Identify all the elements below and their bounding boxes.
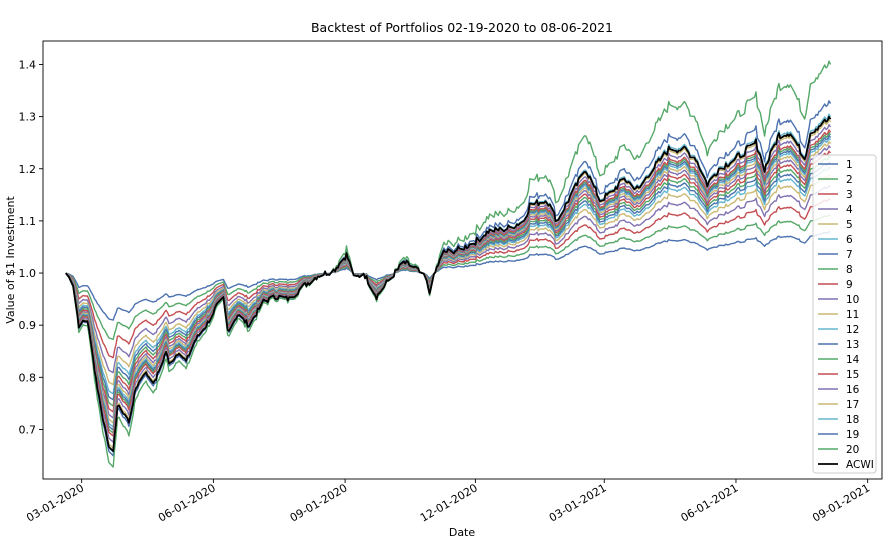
legend-label: ACWI <box>846 459 874 471</box>
y-axis: 0.7 0.8 0.9 1.0 1.1 1.2 1.3 1.4 <box>19 58 43 436</box>
legend-label: 5 <box>846 219 853 231</box>
chart-title: Backtest of Portfolios 02-19-2020 to 08-… <box>311 20 613 35</box>
legend-label: 18 <box>846 414 859 426</box>
legend-label: 2 <box>846 174 853 186</box>
legend-label: 7 <box>846 249 853 261</box>
y-tick-label: 1.0 <box>19 267 37 280</box>
y-tick-label: 0.8 <box>19 371 37 384</box>
legend-label: 11 <box>846 309 859 321</box>
legend-label: 20 <box>846 444 859 456</box>
legend-label: 12 <box>846 324 859 336</box>
y-tick-label: 1.2 <box>19 163 37 176</box>
y-tick-label: 1.1 <box>19 215 37 228</box>
legend-label: 6 <box>846 234 853 246</box>
legend-label: 19 <box>846 429 859 441</box>
series-layer <box>65 60 832 468</box>
legend-label: 4 <box>846 204 853 216</box>
y-tick-label: 0.9 <box>19 319 37 332</box>
legend-label: 15 <box>846 369 859 381</box>
x-axis-label: Date <box>449 526 476 539</box>
legend-label: 17 <box>846 399 859 411</box>
plot-frame <box>42 40 883 480</box>
series-line-1 <box>65 231 831 321</box>
y-tick-label: 1.3 <box>19 111 37 124</box>
legend-label: 8 <box>846 264 853 276</box>
series-line-acwi <box>65 115 832 452</box>
y-tick-label: 0.7 <box>19 423 37 436</box>
legend-label: 14 <box>846 354 860 366</box>
series-line-20 <box>65 60 832 468</box>
legend-label: 1 <box>846 159 853 171</box>
legend-label: 10 <box>846 294 859 306</box>
legend-label: 9 <box>846 279 853 291</box>
legend-label: 13 <box>846 339 859 351</box>
legend-label: 3 <box>846 189 853 201</box>
series-line-3 <box>65 198 831 359</box>
y-axis-label: Value of $1 Investment <box>4 196 17 324</box>
legend-label: 16 <box>846 384 860 396</box>
series-line-2 <box>65 214 831 341</box>
legend-box <box>812 154 877 474</box>
series-line-4 <box>65 184 831 374</box>
y-tick-label: 1.4 <box>19 58 37 71</box>
